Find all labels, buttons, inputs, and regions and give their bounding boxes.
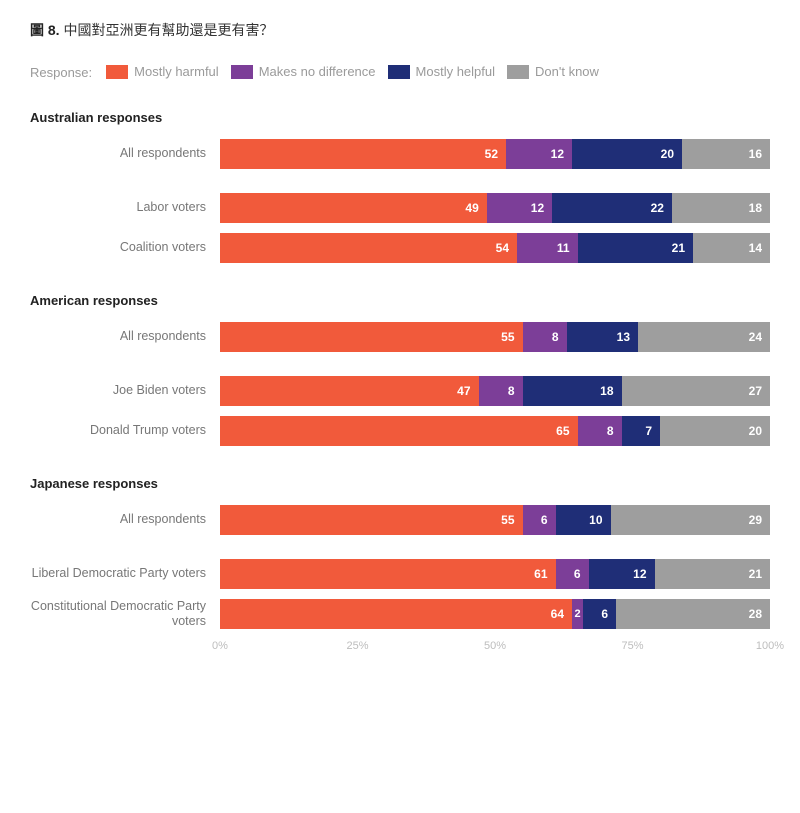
bar-segment-harmful: 55	[220, 322, 523, 352]
chart-row: All respondents5581324	[30, 322, 770, 352]
legend-swatch-dontknow	[507, 65, 529, 79]
bar-segment-helpful: 12	[589, 559, 655, 589]
legend-item-harmful: Mostly harmful	[106, 64, 219, 79]
bar-segment-harmful: 55	[220, 505, 523, 535]
chart-title-text: 中國對亞洲更有幫助還是更有害？	[63, 22, 273, 38]
row-label: Constitutional Democratic Party voters	[30, 599, 220, 630]
bar-segment-nodiff: 11	[517, 233, 578, 263]
row-label: Joe Biden voters	[30, 383, 220, 399]
bar-segment-nodiff: 2	[572, 599, 583, 629]
bar-segment-nodiff: 12	[487, 193, 552, 223]
legend-label: Response:	[30, 65, 92, 80]
axis-tick: 0%	[212, 640, 228, 652]
bar-segment-nodiff: 8	[578, 416, 622, 446]
legend: Response: Mostly harmful Makes no differe…	[30, 64, 770, 82]
chart-row: Liberal Democratic Party voters6161221	[30, 559, 770, 589]
bar-segment-helpful: 6	[583, 599, 616, 629]
section-title: Japanese responses	[30, 476, 770, 491]
axis-tick: 50%	[484, 640, 506, 652]
bar-segment-dontknow: 24	[638, 322, 770, 352]
legend-swatch-helpful	[388, 65, 410, 79]
chart-row: All respondents52122016	[30, 139, 770, 169]
bar-track: 5561029	[220, 505, 770, 535]
bar-segment-dontknow: 29	[611, 505, 771, 535]
bar-track: 49122218	[220, 193, 770, 223]
bar-track: 54112114	[220, 233, 770, 263]
row-label: Coalition voters	[30, 240, 220, 256]
bar-segment-nodiff: 6	[556, 559, 589, 589]
bar-track: 5581324	[220, 322, 770, 352]
bar-segment-nodiff: 8	[479, 376, 523, 406]
chart-row: Constitutional Democratic Party voters64…	[30, 599, 770, 630]
bar-segment-dontknow: 20	[660, 416, 770, 446]
legend-swatch-harmful	[106, 65, 128, 79]
chart-row: Joe Biden voters4781827	[30, 376, 770, 406]
bar-track: 642628	[220, 599, 770, 629]
bar-segment-helpful: 21	[578, 233, 694, 263]
bar-segment-nodiff: 6	[523, 505, 556, 535]
bar-segment-harmful: 65	[220, 416, 578, 446]
bar-track: 4781827	[220, 376, 770, 406]
chart-title: 圖 8. 中國對亞洲更有幫助還是更有害？	[30, 20, 770, 40]
bar-segment-dontknow: 18	[672, 193, 770, 223]
section-title: Australian responses	[30, 110, 770, 125]
legend-text-nodiff: Makes no difference	[259, 64, 376, 79]
bar-segment-helpful: 18	[523, 376, 622, 406]
x-axis: 0%25%50%75%100%	[30, 640, 770, 658]
chart-row: Donald Trump voters658720	[30, 416, 770, 446]
bar-segment-harmful: 49	[220, 193, 487, 223]
bar-segment-dontknow: 14	[693, 233, 770, 263]
axis-tick: 100%	[756, 640, 784, 652]
row-label: All respondents	[30, 329, 220, 345]
bar-segment-nodiff: 8	[523, 322, 567, 352]
bar-segment-helpful: 22	[552, 193, 672, 223]
bar-segment-helpful: 10	[556, 505, 611, 535]
legend-swatch-nodiff	[231, 65, 253, 79]
bar-track: 52122016	[220, 139, 770, 169]
bar-segment-harmful: 64	[220, 599, 572, 629]
bar-segment-dontknow: 21	[655, 559, 771, 589]
bar-segment-nodiff: 12	[506, 139, 572, 169]
legend-text-dontknow: Don't know	[535, 64, 599, 79]
bar-track: 6161221	[220, 559, 770, 589]
bar-segment-harmful: 47	[220, 376, 479, 406]
axis-tick: 25%	[346, 640, 368, 652]
bar-segment-harmful: 52	[220, 139, 506, 169]
bar-segment-dontknow: 27	[622, 376, 771, 406]
row-label: Liberal Democratic Party voters	[30, 566, 220, 582]
chart-row: Coalition voters54112114	[30, 233, 770, 263]
bar-segment-dontknow: 28	[616, 599, 770, 629]
row-label: Labor voters	[30, 200, 220, 216]
legend-item-nodiff: Makes no difference	[231, 64, 376, 79]
legend-text-helpful: Mostly helpful	[416, 64, 495, 79]
bar-segment-harmful: 54	[220, 233, 517, 263]
row-label: All respondents	[30, 512, 220, 528]
bar-track: 658720	[220, 416, 770, 446]
row-label: Donald Trump voters	[30, 423, 220, 439]
chart-row: Labor voters49122218	[30, 193, 770, 223]
legend-item-dontknow: Don't know	[507, 64, 599, 79]
stacked-bar-chart: Australian responsesAll respondents52122…	[30, 110, 770, 630]
row-label: All respondents	[30, 146, 220, 162]
bar-segment-harmful: 61	[220, 559, 556, 589]
axis-tick: 75%	[621, 640, 643, 652]
section-title: American responses	[30, 293, 770, 308]
bar-segment-helpful: 20	[572, 139, 682, 169]
chart-row: All respondents5561029	[30, 505, 770, 535]
chart-title-prefix: 圖 8.	[30, 22, 60, 38]
bar-segment-helpful: 7	[622, 416, 661, 446]
legend-item-helpful: Mostly helpful	[388, 64, 495, 79]
bar-segment-helpful: 13	[567, 322, 639, 352]
bar-segment-dontknow: 16	[682, 139, 770, 169]
legend-text-harmful: Mostly harmful	[134, 64, 219, 79]
